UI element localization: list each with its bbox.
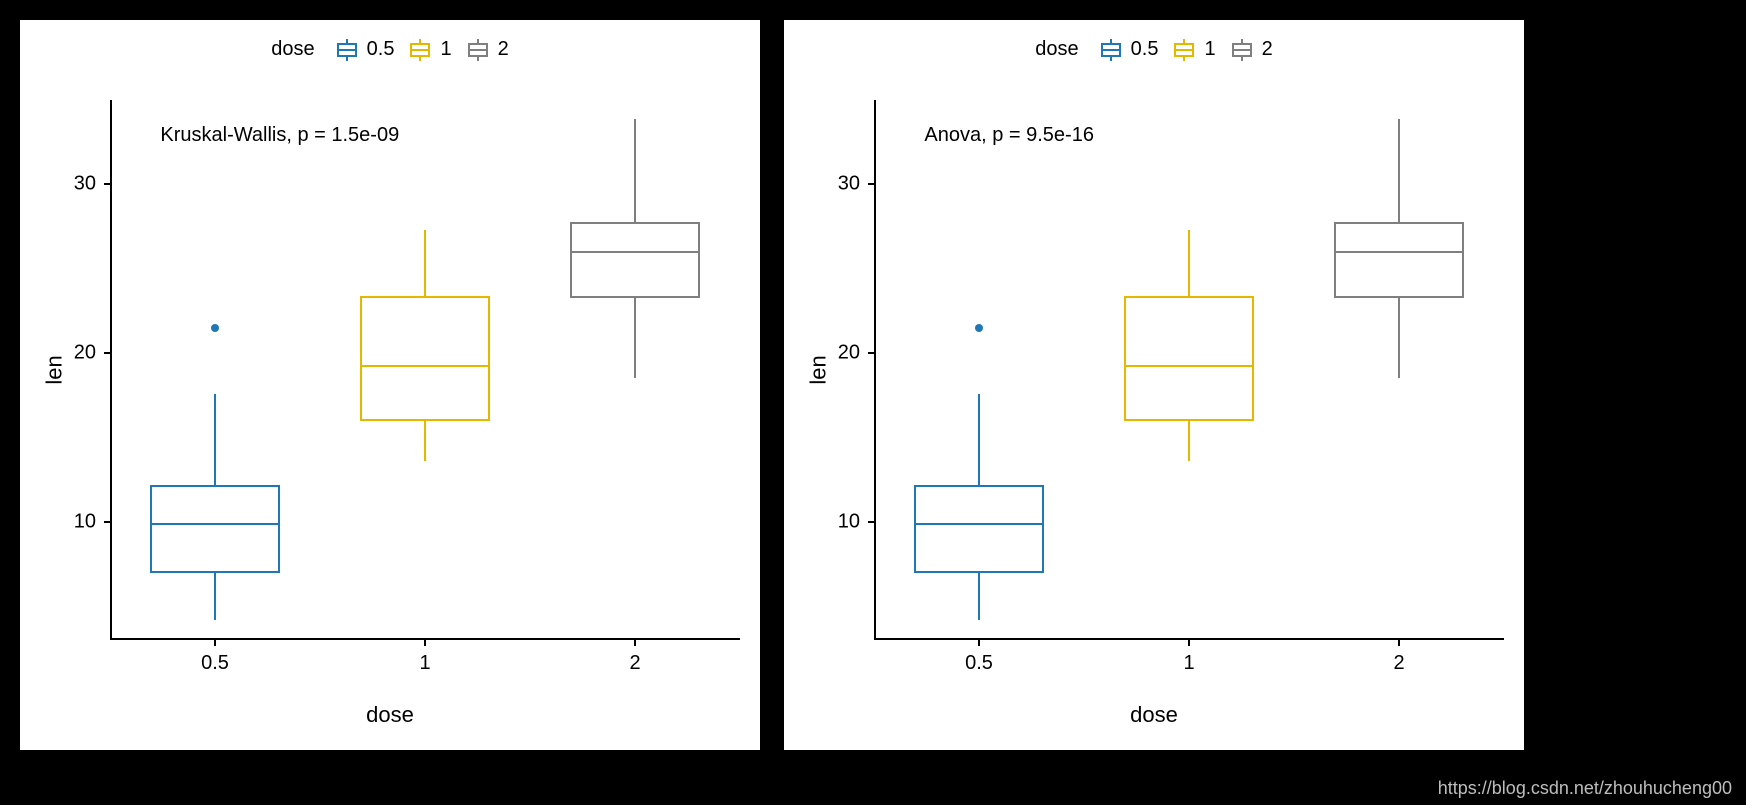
plot-area: 1020300.512Kruskal-Wallis, p = 1.5e-09 (110, 100, 740, 640)
legend-item: 0.5 (333, 38, 395, 61)
outlier-point (211, 324, 219, 332)
legend-swatch-icon (333, 41, 361, 59)
y-tick-mark (104, 352, 110, 354)
whisker-high (1398, 119, 1400, 222)
legend-item: 1 (406, 38, 451, 61)
legend-item-label: 1 (440, 38, 451, 61)
boxplot-1 (1124, 100, 1254, 640)
median-line (570, 251, 700, 253)
whisker-low (1188, 417, 1190, 461)
box-rect (360, 296, 490, 422)
x-tick-mark (424, 640, 426, 646)
box-rect (1334, 222, 1464, 299)
whisker-high (1188, 230, 1190, 296)
legend-item-label: 2 (1262, 38, 1273, 61)
median-line (150, 523, 280, 525)
boxplot-2 (570, 100, 700, 640)
boxplot-1 (360, 100, 490, 640)
whisker-low (1398, 294, 1400, 378)
legend-item: 2 (1228, 38, 1273, 61)
whisker-high (214, 394, 216, 485)
y-tick-mark (104, 521, 110, 523)
legend-title: dose (1035, 38, 1078, 61)
median-line (360, 365, 490, 367)
outlier-point (975, 324, 983, 332)
x-tick-mark (1188, 640, 1190, 646)
boxplot-0.5 (150, 100, 280, 640)
legend-item: 0.5 (1097, 38, 1159, 61)
y-axis-title: len (42, 355, 68, 384)
x-tick-mark (214, 640, 216, 646)
legend: dose 0.5 1 2 (784, 38, 1524, 61)
x-tick-mark (978, 640, 980, 646)
plot-area: 1020300.512Anova, p = 9.5e-16 (874, 100, 1504, 640)
legend-title: dose (271, 38, 314, 61)
legend-swatch-icon (406, 41, 434, 59)
whisker-high (424, 230, 426, 296)
x-tick-mark (1398, 640, 1400, 646)
panels-container: dose 0.5 1 2 1020300.512Kruskal-Wallis, p = … (0, 0, 1746, 770)
legend-swatch-icon (464, 41, 492, 59)
x-axis-title: dose (1130, 702, 1178, 728)
y-tick-mark (868, 352, 874, 354)
box-rect (1124, 296, 1254, 422)
y-tick-mark (868, 521, 874, 523)
box-rect (914, 485, 1044, 573)
x-tick-mark (634, 640, 636, 646)
legend: dose 0.5 1 2 (20, 38, 760, 61)
watermark-text: https://blog.csdn.net/zhouhucheng00 (1438, 778, 1732, 799)
y-axis-line (110, 100, 112, 640)
median-line (1334, 251, 1464, 253)
y-axis-title: len (806, 355, 832, 384)
whisker-high (634, 119, 636, 222)
legend-item-label: 0.5 (1131, 38, 1159, 61)
panel-left: dose 0.5 1 2 1020300.512Kruskal-Wallis, p = … (20, 20, 760, 750)
y-tick-mark (868, 183, 874, 185)
legend-item: 2 (464, 38, 509, 61)
legend-item-label: 1 (1204, 38, 1215, 61)
legend-swatch-icon (1170, 41, 1198, 59)
median-line (1124, 365, 1254, 367)
whisker-low (424, 417, 426, 461)
legend-swatch-icon (1228, 41, 1256, 59)
box-rect (150, 485, 280, 573)
x-axis-title: dose (366, 702, 414, 728)
boxplot-0.5 (914, 100, 1044, 640)
median-line (914, 523, 1044, 525)
legend-item-label: 0.5 (367, 38, 395, 61)
whisker-low (634, 294, 636, 378)
panel-right: dose 0.5 1 2 1020300.512Anova, p = 9.5e-16 le… (784, 20, 1524, 750)
whisker-low (214, 569, 216, 620)
boxplot-2 (1334, 100, 1464, 640)
whisker-low (978, 569, 980, 620)
legend-swatch-icon (1097, 41, 1125, 59)
legend-item: 1 (1170, 38, 1215, 61)
y-axis-line (874, 100, 876, 640)
legend-item-label: 2 (498, 38, 509, 61)
whisker-high (978, 394, 980, 485)
y-tick-mark (104, 183, 110, 185)
box-rect (570, 222, 700, 299)
